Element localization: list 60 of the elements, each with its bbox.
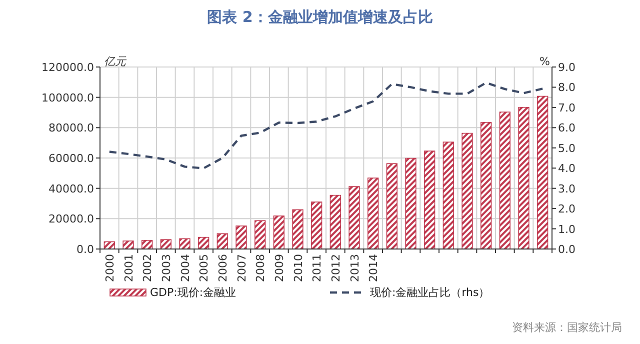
bar [368,178,379,250]
bar [160,239,172,250]
y2-tick-label: 9.0 [558,61,576,74]
y2-tick-label: 6.0 [558,122,576,135]
bar [254,220,266,250]
x-tick-label: 2010 [292,254,305,282]
bar [537,96,548,250]
y2-tick-label: 0.0 [558,243,576,256]
bar [424,150,436,250]
y-tick-label: 40000.0 [48,182,94,196]
y2-tick-label: 4.0 [558,162,576,176]
bar [480,122,492,250]
y2-tick-label: 2.0 [558,202,576,216]
y2-tick-label: 5.0 [558,142,576,155]
legend-label: 现价:金融业占比（rhs） [370,286,490,299]
bar [348,186,360,250]
bar [122,240,134,250]
y2-tick-label: 8.0 [558,81,576,94]
x-tick-label: 2002 [141,254,154,282]
bar [198,236,210,250]
y-tick-label: 80000.0 [48,122,94,135]
x-tick-label: 2008 [254,254,268,282]
y2-tick-label: 7.0 [558,101,576,114]
y-tick-label: 0.0 [76,243,94,256]
bar [405,158,416,250]
bar [216,233,228,250]
y-axis-title: 亿元 [104,55,127,68]
x-tick-label: 2006 [216,254,230,282]
bar [386,163,398,250]
bar [311,202,322,250]
y2-axis-title: % [540,55,550,68]
bar [462,132,473,250]
x-tick-label: 2012 [329,254,342,282]
x-tick-label: 2004 [178,254,192,282]
bar [179,238,190,250]
bar [273,216,284,250]
x-tick-label: 2013 [348,254,362,282]
bar [499,112,510,250]
bar [292,209,304,250]
x-tick-label: 2003 [160,254,173,282]
chart-title: 图表 2：金融业增加值增速及占比 [207,8,433,26]
x-tick-label: 2014 [367,254,380,282]
bar [330,194,341,250]
legend-label: GDP:现价:金融业 [150,286,236,299]
x-tick-label: 2000 [103,254,116,282]
x-tick-label: 2007 [235,254,248,282]
y-tick-label: 120000.0 [42,61,94,74]
bar [236,226,247,250]
x-tick-label: 2009 [272,254,286,282]
y-tick-label: 20000.0 [48,212,94,226]
y2-tick-label: 1.0 [558,222,576,236]
y-tick-label: 60000.0 [48,152,94,165]
x-tick-label: 2001 [122,254,136,282]
y2-tick-label: 3.0 [558,182,576,196]
bar [442,142,454,250]
bar [518,106,530,250]
x-tick-label: 2005 [198,254,211,282]
x-tick-label: 2011 [310,254,324,282]
y-tick-label: 100000.0 [42,91,94,104]
text: 资料来源：国家统计局 [512,321,622,334]
